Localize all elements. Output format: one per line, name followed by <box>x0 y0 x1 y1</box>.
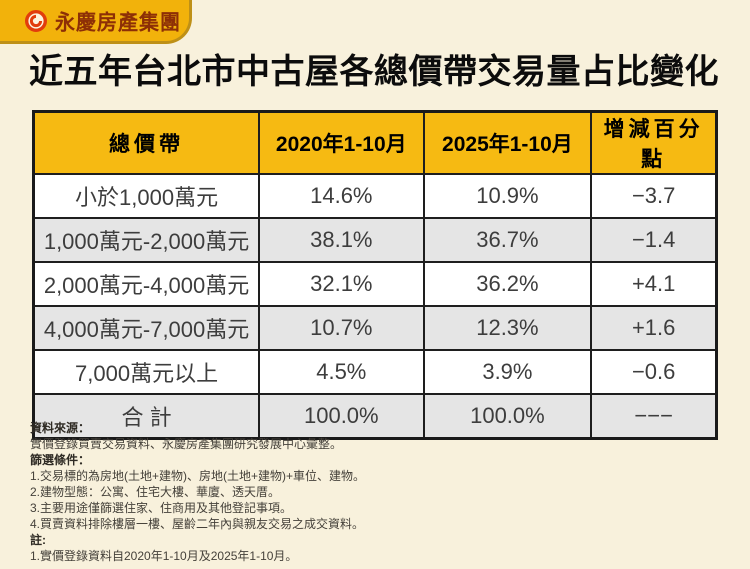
note-item: 1.實價登錄資料自2020年1-10月及2025年1-10月。 <box>30 549 298 563</box>
source-label: 資料來源： <box>30 421 91 435</box>
value-2025-cell: 36.7% <box>422 217 593 263</box>
band-cell: 1,000萬元-2,000萬元 <box>32 217 261 263</box>
table-header-row: 總價帶 2020年1-10月 2025年1-10月 增減百分點 <box>32 110 718 175</box>
filter-item: 4.買賣資料排除樓層一樓、屋齡二年內與親友交易之成交資料。 <box>30 517 365 531</box>
band-cell: 合 計 <box>32 393 261 440</box>
change-cell: +4.1 <box>590 261 718 307</box>
change-cell: +1.6 <box>590 305 718 351</box>
filter-item: 2.建物型態：公寓、住宅大樓、華廈、透天厝。 <box>30 485 281 499</box>
footnotes: 資料來源： 實價登錄買賣交易資料、永慶房產集團研究發展中心彙整。 篩選條件： 1… <box>30 420 730 564</box>
value-2020-cell: 32.1% <box>258 261 425 307</box>
brand-name: 永慶房產集團 <box>55 11 181 35</box>
table-row: 小於1,000萬元 14.6% 10.9% −3.7 <box>32 173 718 219</box>
value-2020-cell: 14.6% <box>258 173 425 219</box>
col-header-change: 增減百分點 <box>590 110 718 175</box>
filter-item: 1.交易標的為房地(土地+建物)、房地(土地+建物)+車位、建物。 <box>30 469 366 483</box>
title-bold: 各總價帶交易量占比變化 <box>339 53 719 91</box>
col-header-band: 總價帶 <box>32 110 261 175</box>
yungching-ring-icon <box>24 9 48 33</box>
value-2025-cell: 36.2% <box>422 261 593 307</box>
value-2025-cell: 100.0% <box>422 393 593 440</box>
band-cell: 小於1,000萬元 <box>32 173 261 219</box>
change-cell: −−− <box>590 393 718 440</box>
value-2025-cell: 12.3% <box>422 305 593 351</box>
source-text: 實價登錄買賣交易資料、永慶房產集團研究發展中心彙整。 <box>30 437 343 451</box>
value-2025-cell: 3.9% <box>422 349 593 395</box>
change-cell: −1.4 <box>590 217 718 263</box>
value-2020-cell: 38.1% <box>258 217 425 263</box>
table-row: 7,000萬元以上 4.5% 3.9% −0.6 <box>32 349 718 395</box>
brand-badge: 永慶房產集團 <box>0 0 192 44</box>
title-regular: 近五年台北市中古屋 <box>29 53 340 91</box>
page-title: 近五年台北市中古屋各總價帶交易量占比變化 <box>29 51 721 94</box>
band-cell: 7,000萬元以上 <box>32 349 261 395</box>
table-row: 4,000萬元-7,000萬元 10.7% 12.3% +1.6 <box>32 305 718 351</box>
band-cell: 2,000萬元-4,000萬元 <box>32 261 261 307</box>
col-header-2020: 2020年1-10月 <box>258 110 425 175</box>
value-2020-cell: 10.7% <box>258 305 425 351</box>
change-cell: −3.7 <box>590 173 718 219</box>
price-table-body: 小於1,000萬元 14.6% 10.9% −3.7 1,000萬元-2,000萬元 38… <box>32 173 718 440</box>
filter-label: 篩選條件： <box>30 453 91 467</box>
table-row: 合 計 100.0% 100.0% −−− <box>32 393 718 440</box>
change-cell: −0.6 <box>590 349 718 395</box>
filter-item: 3.主要用途僅篩選住家、住商用及其他登記事項。 <box>30 501 293 515</box>
note-label: 註: <box>30 533 46 547</box>
value-2025-cell: 10.9% <box>422 173 593 219</box>
price-band-table: 總價帶 2020年1-10月 2025年1-10月 增減百分點 小於1,000萬… <box>32 110 718 440</box>
table-row: 2,000萬元-4,000萬元 32.1% 36.2% +4.1 <box>32 261 718 307</box>
col-header-2025: 2025年1-10月 <box>422 110 593 175</box>
value-2020-cell: 4.5% <box>258 349 425 395</box>
table-row: 1,000萬元-2,000萬元 38.1% 36.7% −1.4 <box>32 217 718 263</box>
value-2020-cell: 100.0% <box>258 393 425 440</box>
band-cell: 4,000萬元-7,000萬元 <box>32 305 261 351</box>
